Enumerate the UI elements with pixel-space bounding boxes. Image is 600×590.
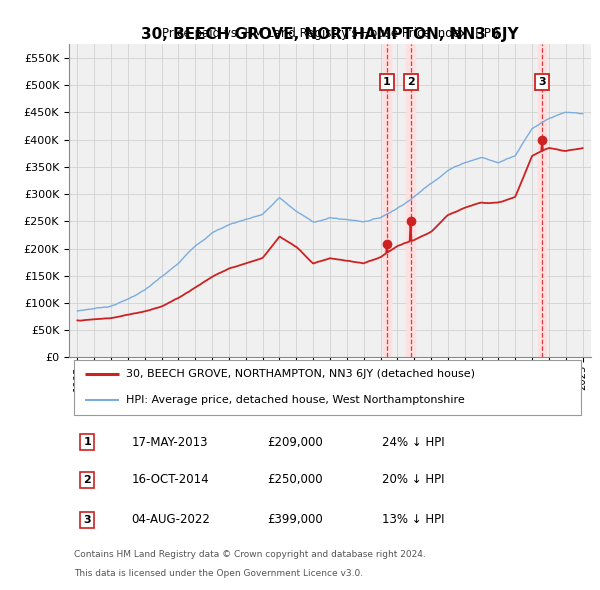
- Text: 04-AUG-2022: 04-AUG-2022: [131, 513, 211, 526]
- Text: 2: 2: [83, 475, 91, 485]
- Text: £250,000: £250,000: [268, 473, 323, 486]
- Text: 3: 3: [538, 77, 546, 87]
- Bar: [406, 44, 415, 358]
- Text: HPI: Average price, detached house, West Northamptonshire: HPI: Average price, detached house, West…: [127, 395, 465, 405]
- Text: 1: 1: [83, 437, 91, 447]
- Text: Price paid vs. HM Land Registry's House Price Index (HPI): Price paid vs. HM Land Registry's House …: [161, 27, 499, 40]
- Text: 24% ↓ HPI: 24% ↓ HPI: [382, 435, 445, 448]
- Text: 17-MAY-2013: 17-MAY-2013: [131, 435, 208, 448]
- Text: This data is licensed under the Open Government Licence v3.0.: This data is licensed under the Open Gov…: [74, 569, 364, 578]
- Text: 13% ↓ HPI: 13% ↓ HPI: [382, 513, 445, 526]
- Title: 30, BEECH GROVE, NORTHAMPTON, NN3 6JY: 30, BEECH GROVE, NORTHAMPTON, NN3 6JY: [141, 27, 519, 42]
- Text: 1: 1: [383, 77, 391, 87]
- Bar: [383, 44, 391, 358]
- Text: £399,000: £399,000: [268, 513, 323, 526]
- FancyBboxPatch shape: [74, 360, 581, 415]
- Text: 2: 2: [407, 77, 415, 87]
- Text: 20% ↓ HPI: 20% ↓ HPI: [382, 473, 445, 486]
- Text: 3: 3: [83, 515, 91, 525]
- Bar: [538, 44, 546, 358]
- Text: 16-OCT-2014: 16-OCT-2014: [131, 473, 209, 486]
- Text: Contains HM Land Registry data © Crown copyright and database right 2024.: Contains HM Land Registry data © Crown c…: [74, 549, 426, 559]
- Text: £209,000: £209,000: [268, 435, 323, 448]
- Text: 30, BEECH GROVE, NORTHAMPTON, NN3 6JY (detached house): 30, BEECH GROVE, NORTHAMPTON, NN3 6JY (d…: [127, 369, 475, 379]
